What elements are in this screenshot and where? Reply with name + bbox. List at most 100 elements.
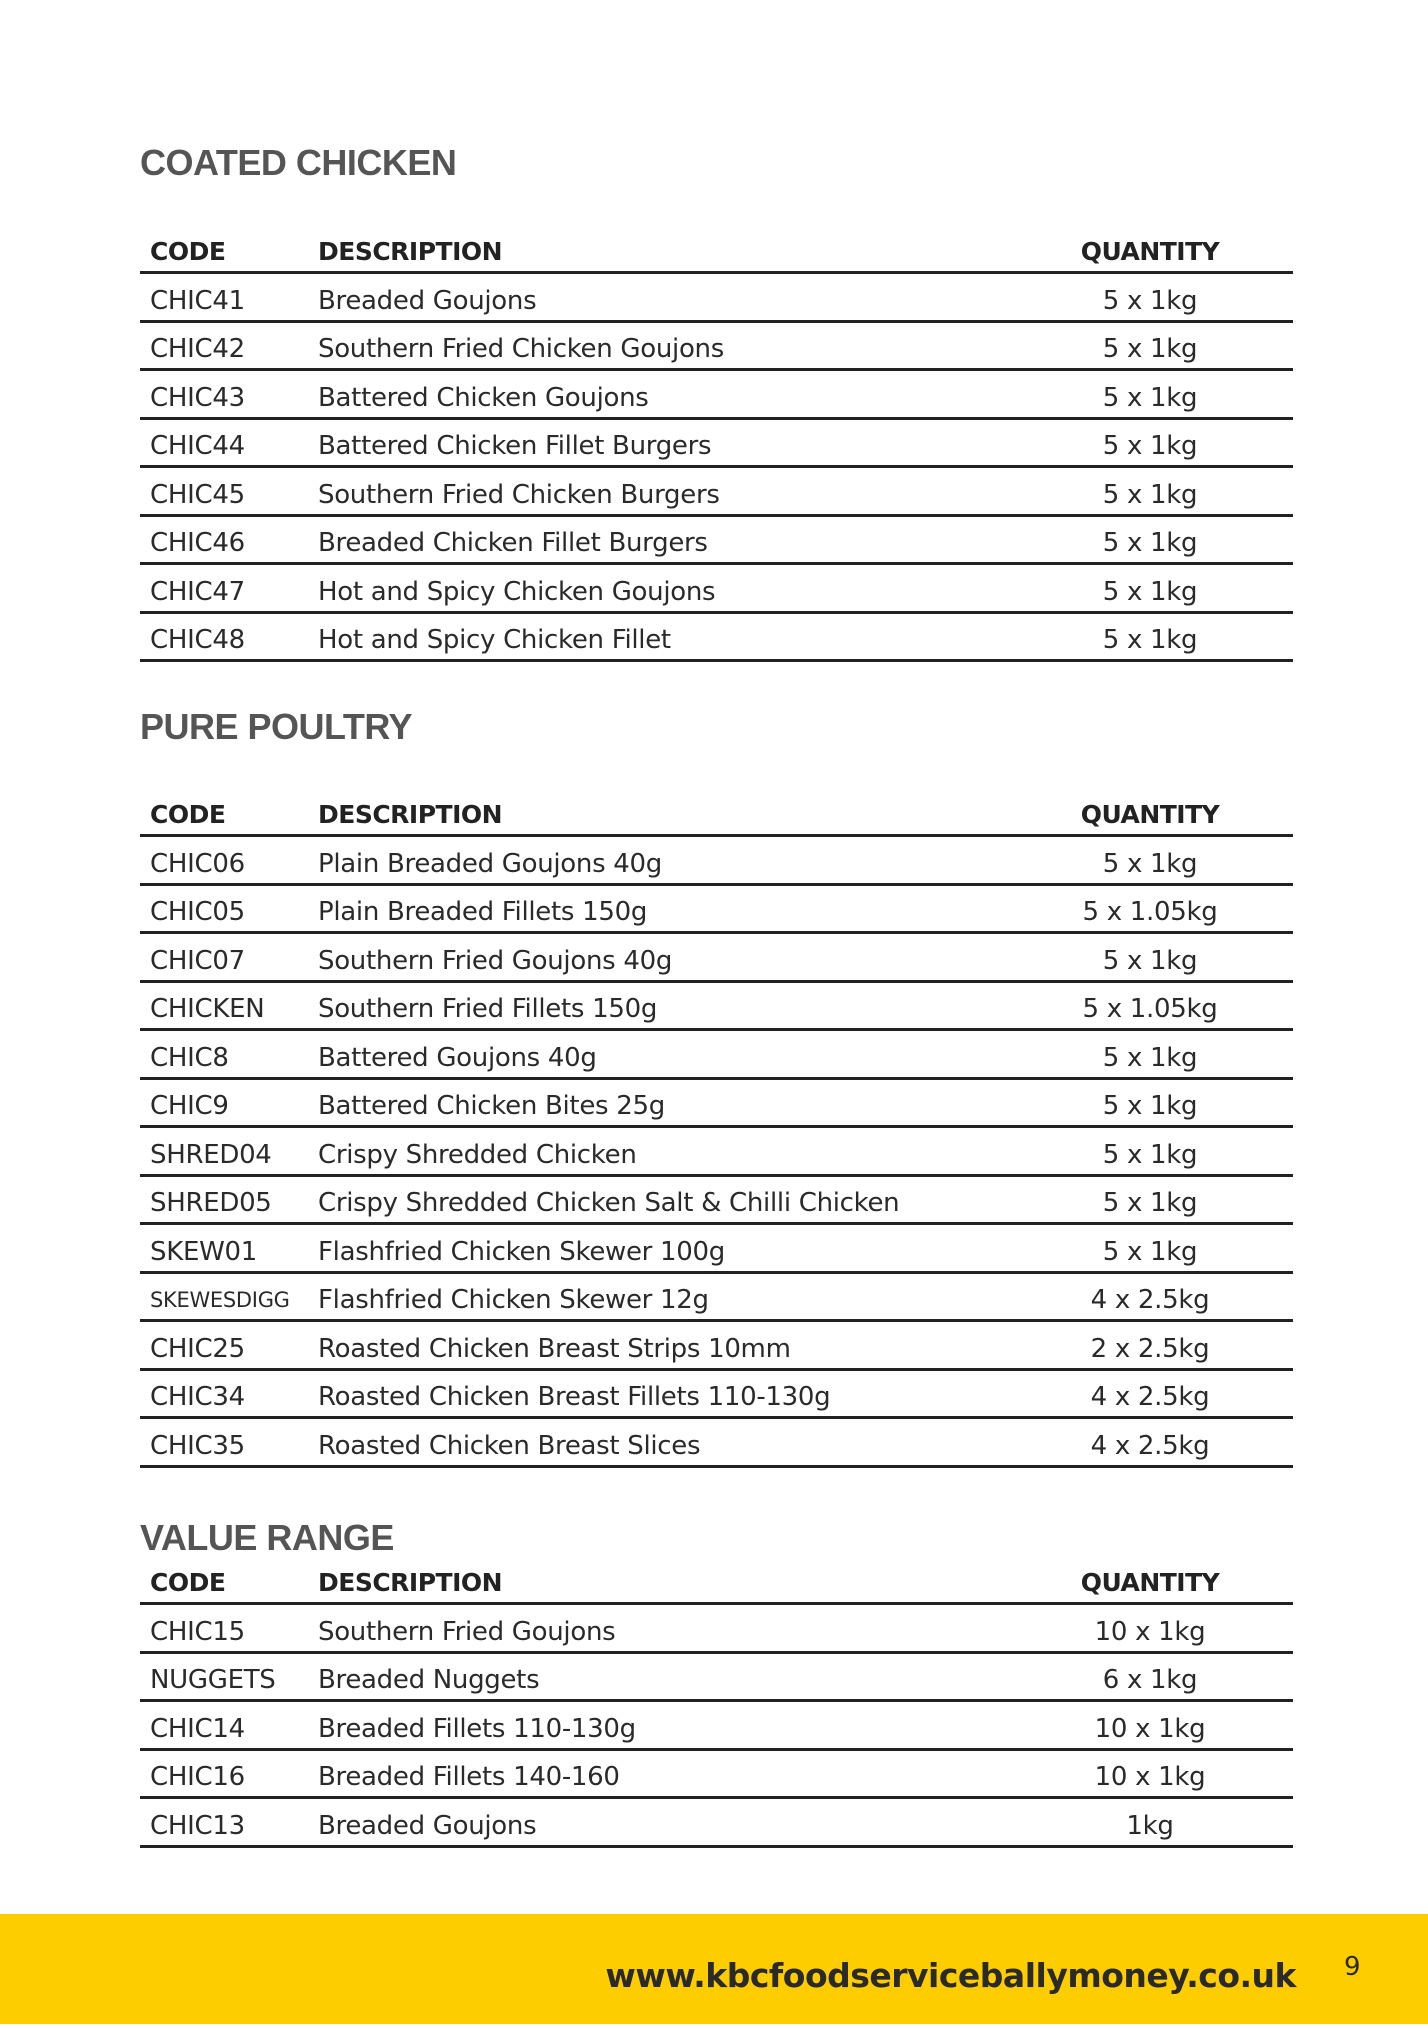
product-description: Roasted Chicken Breast Slices <box>318 1430 701 1461</box>
product-code: CHIC8 <box>150 1042 229 1073</box>
row-rule <box>140 1796 1293 1799</box>
product-description: Crispy Shredded Chicken <box>318 1139 637 1170</box>
product-quantity: 5 x 1kg <box>1102 945 1198 976</box>
product-quantity: 10 x 1kg <box>1094 1616 1206 1647</box>
product-description: Battered Goujons 40g <box>318 1042 597 1073</box>
product-quantity: 6 x 1kg <box>1102 1665 1198 1695</box>
product-code: CHIC46 <box>150 528 245 558</box>
row-rule <box>140 931 1293 934</box>
product-description: Breaded Fillets 140-160 <box>318 1762 620 1792</box>
product-description: Breaded Goujons <box>318 1810 537 1841</box>
product-description: Flashfried Chicken Skewer 12g <box>318 1285 709 1315</box>
row-rule <box>140 659 1293 662</box>
product-quantity: 5 x 1kg <box>1102 431 1198 461</box>
product-description: Breaded Fillets 110-130g <box>318 1713 636 1744</box>
product-quantity: 5 x 1kg <box>1102 625 1198 655</box>
product-quantity: 10 x 1kg <box>1094 1713 1206 1744</box>
product-description: Breaded Chicken Fillet Burgers <box>318 528 708 558</box>
row-rule <box>140 1173 1293 1177</box>
product-description: Breaded Goujons <box>318 285 537 316</box>
product-description: Flashfried Chicken Skewer 100g <box>318 1236 725 1267</box>
product-code: CHIC34 <box>150 1382 245 1412</box>
column-header: DESCRIPTION <box>318 1568 503 1597</box>
product-code: SHRED05 <box>150 1188 272 1218</box>
product-description: Battered Chicken Fillet Burgers <box>318 431 712 461</box>
product-code: CHIC9 <box>150 1091 229 1121</box>
product-quantity: 5 x 1kg <box>1102 1042 1198 1073</box>
column-header: CODE <box>150 1568 226 1597</box>
product-code: CHIC14 <box>150 1713 245 1744</box>
product-description: Southern Fried Goujons 40g <box>318 945 673 976</box>
product-quantity: 4 x 2.5kg <box>1090 1285 1210 1315</box>
row-rule <box>140 882 1293 886</box>
product-quantity: 5 x 1kg <box>1102 334 1198 364</box>
product-code: CHIC15 <box>150 1616 245 1647</box>
page-number: 9 <box>1344 1952 1361 1982</box>
row-rule <box>140 319 1293 323</box>
product-description: Roasted Chicken Breast Fillets 110-130g <box>318 1382 831 1412</box>
section-title: PURE POULTRY <box>140 706 413 747</box>
row-rule <box>140 562 1293 565</box>
header-rule <box>140 834 1293 837</box>
row-rule <box>140 1270 1293 1274</box>
column-header: QUANTITY <box>1080 1568 1220 1597</box>
product-code: NUGGETS <box>150 1665 276 1695</box>
product-code: SKEW01 <box>150 1236 257 1267</box>
product-code: CHIC13 <box>150 1810 245 1841</box>
product-quantity: 4 x 2.5kg <box>1090 1382 1210 1412</box>
column-header: CODE <box>150 800 226 829</box>
product-description: Southern Fried Fillets 150g <box>318 994 658 1024</box>
product-code: CHIC47 <box>150 576 245 607</box>
row-rule <box>140 416 1293 420</box>
row-rule <box>140 1464 1293 1468</box>
product-quantity: 5 x 1kg <box>1102 576 1198 607</box>
website-url: www.kbcfoodserviceballymoney.co.uk <box>605 1956 1296 1995</box>
header-rule <box>140 1602 1293 1605</box>
section-title: COATED CHICKEN <box>140 142 457 183</box>
row-rule <box>140 368 1293 371</box>
product-description: Southern Fried Chicken Goujons <box>318 334 724 364</box>
product-description: Battered Chicken Goujons <box>318 382 649 413</box>
product-description: Plain Breaded Goujons 40g <box>318 848 662 879</box>
product-quantity: 5 x 1.05kg <box>1082 897 1218 927</box>
row-rule <box>140 465 1293 468</box>
row-rule <box>140 513 1293 517</box>
row-rule <box>140 610 1293 614</box>
product-description: Southern Fried Goujons <box>318 1616 616 1647</box>
product-quantity: 1kg <box>1126 1810 1174 1841</box>
product-code: SKEWESDIGG <box>150 1288 290 1312</box>
product-code: CHICKEN <box>150 994 265 1024</box>
row-rule <box>140 979 1293 983</box>
product-code: CHIC48 <box>150 625 245 655</box>
product-code: CHIC41 <box>150 285 245 316</box>
column-header: QUANTITY <box>1080 800 1220 829</box>
row-rule <box>140 1650 1293 1654</box>
row-rule <box>140 1028 1293 1031</box>
row-rule <box>140 1076 1293 1080</box>
header-rule <box>140 271 1293 274</box>
product-code: CHIC07 <box>150 945 245 976</box>
product-quantity: 10 x 1kg <box>1094 1762 1206 1792</box>
product-quantity: 5 x 1kg <box>1102 285 1198 316</box>
row-rule <box>140 1699 1293 1702</box>
column-header: DESCRIPTION <box>318 800 503 829</box>
row-rule <box>140 1844 1293 1848</box>
product-description: Breaded Nuggets <box>318 1665 540 1695</box>
footer-band: www.kbcfoodserviceballymoney.co.uk 9 <box>0 1914 1428 2024</box>
product-description: Plain Breaded Fillets 150g <box>318 897 648 927</box>
product-code: CHIC35 <box>150 1430 245 1461</box>
product-quantity: 5 x 1kg <box>1102 848 1198 879</box>
product-code: CHIC42 <box>150 334 245 364</box>
product-quantity: 5 x 1.05kg <box>1082 994 1218 1024</box>
product-description: Roasted Chicken Breast Strips 10mm <box>318 1333 791 1364</box>
product-description: Hot and Spicy Chicken Fillet <box>318 625 671 655</box>
row-rule <box>140 1319 1293 1322</box>
product-description: Crispy Shredded Chicken Salt & Chilli Ch… <box>318 1188 900 1218</box>
row-rule <box>140 1125 1293 1128</box>
row-rule <box>140 1747 1293 1751</box>
product-description: Southern Fried Chicken Burgers <box>318 479 720 510</box>
row-rule <box>140 1222 1293 1225</box>
product-quantity: 5 x 1kg <box>1102 528 1198 558</box>
product-quantity: 5 x 1kg <box>1102 1236 1198 1267</box>
